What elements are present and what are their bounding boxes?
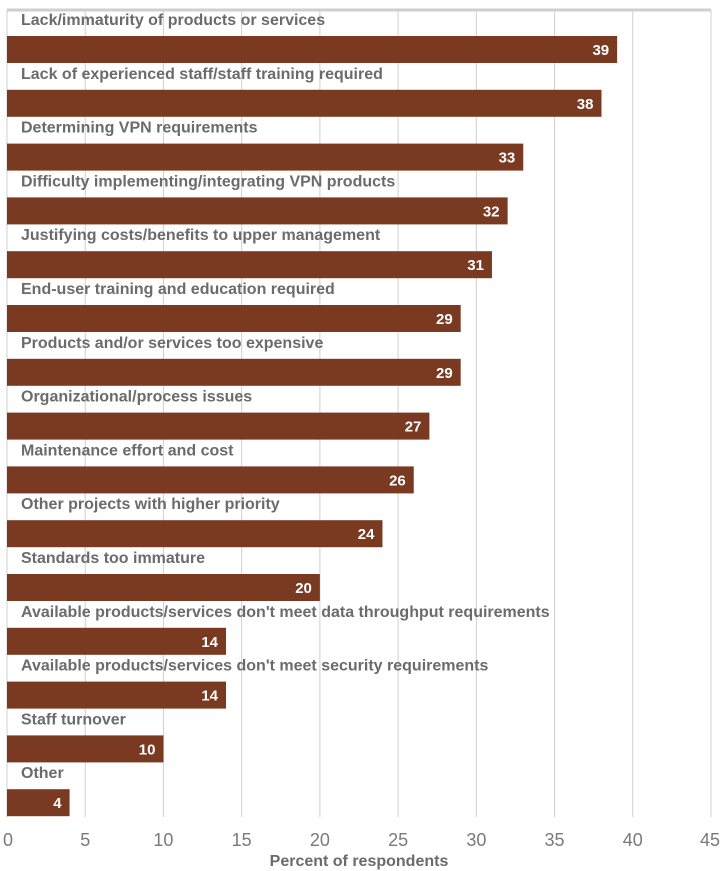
bar-10 — [7, 574, 320, 601]
bar-0 — [7, 36, 618, 63]
value-labels: 39 38 33 32 31 29 29 27 26 24 20 14 14 10 4 — [53, 42, 609, 812]
x-tick-label-45: 45 — [700, 830, 720, 850]
value-label-13: 10 — [139, 741, 156, 758]
value-label-8: 26 — [389, 472, 406, 489]
category-label-8: Maintenance effort and cost — [21, 442, 234, 459]
category-label-13: Staff turnover — [21, 711, 126, 728]
x-axis-title: Percent of respondents — [270, 853, 449, 870]
x-tick-label-10: 10 — [153, 830, 173, 850]
category-label-14: Other — [21, 765, 64, 782]
x-tick-label-20: 20 — [310, 830, 330, 850]
value-label-2: 33 — [499, 150, 516, 167]
x-tick-label-0: 0 — [3, 830, 13, 850]
category-labels: Lack/immaturity of products or services L… — [21, 12, 550, 782]
value-label-12: 14 — [201, 688, 218, 705]
bar-13 — [7, 735, 164, 763]
category-label-12: Available products/services don't meet s… — [21, 658, 488, 675]
x-tick-label-30: 30 — [466, 830, 486, 850]
category-label-9: Other projects with higher priority — [21, 496, 280, 513]
category-label-10: Standards too immature — [21, 550, 205, 567]
bar-4 — [7, 251, 492, 279]
value-label-10: 20 — [295, 580, 312, 597]
value-label-7: 27 — [405, 419, 422, 436]
x-tick-label-15: 15 — [232, 830, 252, 850]
value-label-6: 29 — [436, 365, 453, 382]
value-label-3: 32 — [483, 203, 500, 220]
bar-5 — [7, 305, 461, 332]
bar-8 — [7, 466, 414, 494]
category-label-11: Available products/services don't meet d… — [21, 604, 550, 621]
x-tick-label-40: 40 — [623, 830, 643, 850]
bar-2 — [7, 143, 524, 171]
category-label-7: Organizational/process issues — [21, 389, 252, 406]
value-label-0: 39 — [592, 42, 609, 59]
value-label-5: 29 — [436, 311, 453, 328]
bar-9 — [7, 520, 383, 548]
x-tick-labels: 0 5 10 15 20 25 30 35 40 45 — [3, 830, 720, 850]
bar-12 — [7, 681, 227, 709]
bar-14 — [7, 789, 70, 817]
category-label-5: End-user training and education required — [21, 281, 335, 298]
category-label-3: Difficulty implementing/integrating VPN … — [21, 173, 395, 190]
x-tick-label-25: 25 — [388, 830, 408, 850]
category-label-1: Lack of experienced staff/staff training… — [21, 66, 383, 83]
value-label-11: 14 — [201, 634, 218, 651]
bar-11 — [7, 627, 227, 655]
category-label-0: Lack/immaturity of products or services — [21, 12, 325, 29]
bar-1 — [7, 89, 602, 117]
bar-3 — [7, 197, 508, 225]
value-label-1: 38 — [577, 96, 594, 113]
category-label-4: Justifying costs/benefits to upper manag… — [21, 227, 381, 244]
value-label-14: 4 — [53, 795, 62, 812]
value-label-9: 24 — [358, 526, 375, 543]
bar-7 — [7, 412, 430, 440]
x-tick-label-35: 35 — [545, 830, 565, 850]
x-tick-label-5: 5 — [80, 830, 90, 850]
bar-6 — [7, 358, 461, 386]
category-label-6: Products and/or services too expensive — [21, 335, 323, 352]
category-label-2: Determining VPN requirements — [21, 120, 258, 137]
value-label-4: 31 — [467, 257, 484, 274]
bars — [7, 36, 618, 817]
